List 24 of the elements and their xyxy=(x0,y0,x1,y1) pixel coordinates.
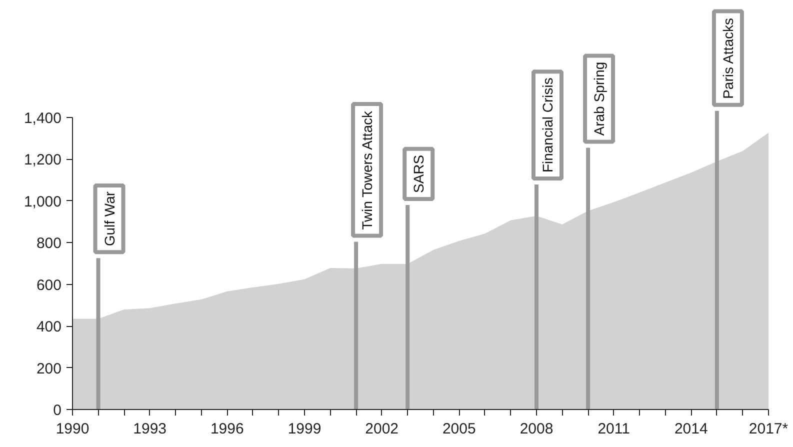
x-tick-label: 1999 xyxy=(288,420,322,438)
x-tick-label: 1996 xyxy=(210,420,244,438)
ref-line-label: Twin Towers Attack xyxy=(359,110,376,230)
x-tick-label: 2002 xyxy=(365,420,399,438)
y-tick-label: 400 xyxy=(36,318,62,336)
x-tick-label: 2005 xyxy=(442,420,476,438)
ref-line-label: SARS xyxy=(410,154,427,193)
ref-line-label: Gulf War xyxy=(101,191,118,246)
y-tick-label: 200 xyxy=(36,360,62,378)
y-tick-label: 600 xyxy=(36,276,62,294)
x-tick-label: 2011 xyxy=(598,420,630,438)
x-tick-label: 2017* xyxy=(748,420,788,438)
x-tick-label: 1993 xyxy=(133,420,167,438)
x-tick-label: 2008 xyxy=(520,420,554,438)
x-tick-label: 1990 xyxy=(56,420,90,438)
y-tick-label: 0 xyxy=(53,402,62,419)
y-tick-label: 1,400 xyxy=(24,110,62,127)
ref-line-label: Paris Attacks xyxy=(720,18,736,99)
ref-line-label: Financial Crisis xyxy=(540,78,556,173)
x-tick-label: 2014 xyxy=(674,420,708,438)
ref-line-label: Arab Spring xyxy=(591,62,608,136)
y-tick-label: 1,200 xyxy=(24,152,62,169)
y-tick-label: 800 xyxy=(36,235,62,252)
y-tick-label: 1,000 xyxy=(24,193,62,210)
